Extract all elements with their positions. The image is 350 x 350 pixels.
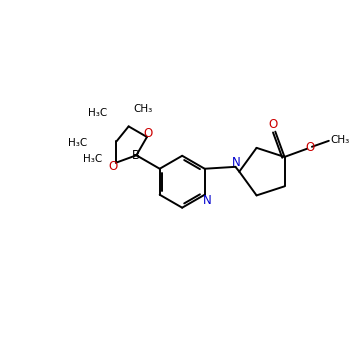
- Text: H₃C: H₃C: [88, 108, 107, 118]
- Text: CH₃: CH₃: [331, 135, 350, 145]
- Text: N: N: [203, 194, 212, 207]
- Text: O: O: [269, 118, 278, 131]
- Text: B: B: [132, 149, 140, 162]
- Text: CH₃: CH₃: [133, 104, 153, 114]
- Text: H₃C: H₃C: [68, 138, 88, 148]
- Text: N: N: [232, 155, 241, 168]
- Text: O: O: [305, 141, 315, 154]
- Text: O: O: [108, 160, 117, 173]
- Text: H₃C: H₃C: [83, 154, 102, 164]
- Text: O: O: [143, 127, 153, 140]
